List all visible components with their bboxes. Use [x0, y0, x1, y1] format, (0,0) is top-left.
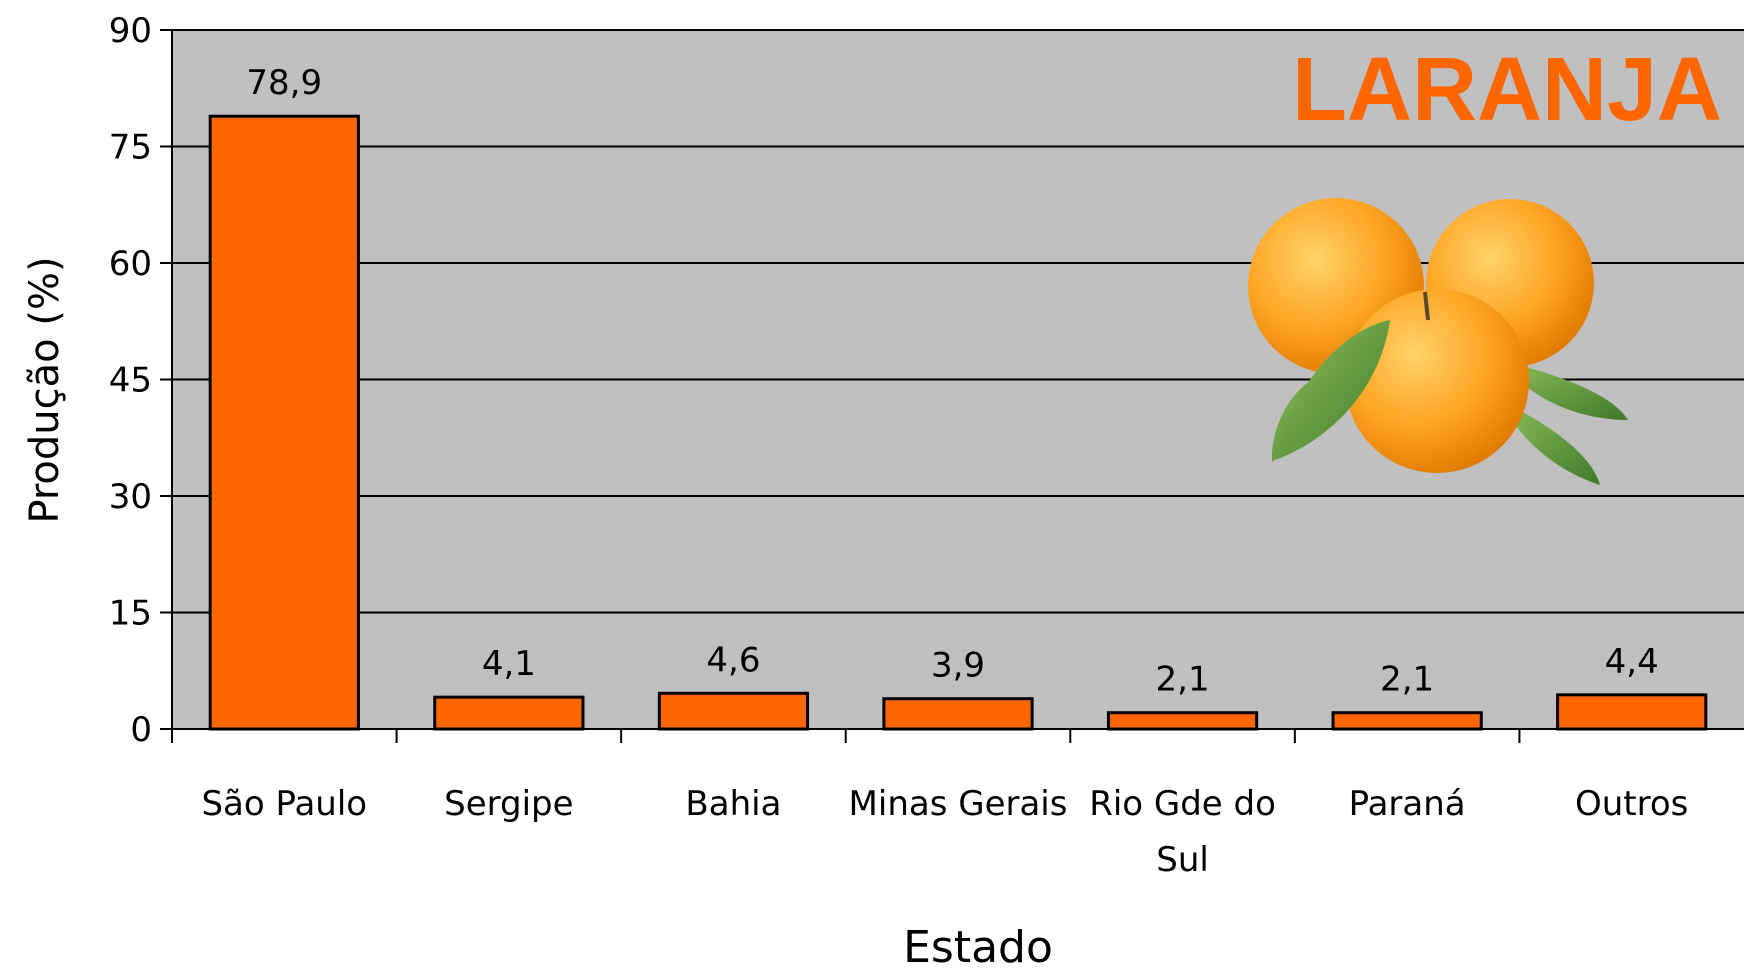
- bar: [659, 693, 807, 729]
- value-label: 78,9: [246, 63, 322, 103]
- y-tick-label: 45: [109, 361, 152, 401]
- bar: [1108, 713, 1256, 729]
- value-label: 2,1: [1156, 660, 1210, 700]
- bar: [210, 116, 358, 729]
- x-tick-label: Rio Gde do Sul: [1071, 776, 1295, 888]
- bar: [1333, 713, 1481, 729]
- x-tick-label: Bahia: [621, 776, 845, 832]
- y-tick-label: 0: [130, 710, 152, 750]
- value-label: 2,1: [1380, 660, 1434, 700]
- y-tick-label: 30: [109, 477, 152, 517]
- y-axis-title: Produção (%): [22, 256, 68, 523]
- y-tick-label: 60: [109, 244, 152, 284]
- x-tick-label: Outros: [1520, 776, 1744, 832]
- y-tick-label: 75: [109, 128, 152, 168]
- value-label: 4,6: [706, 640, 760, 680]
- x-axis-title: Estado: [903, 922, 1053, 968]
- page: 0 15 30 45 60 75 90 LARANJA Produção (%) Estado 78…: [0, 0, 1744, 968]
- x-tick-label: Minas Gerais: [846, 776, 1070, 832]
- y-tick-label: 15: [109, 594, 152, 634]
- y-tick-label: 90: [109, 11, 152, 51]
- x-tick-label: Paraná: [1295, 776, 1519, 832]
- value-label: 3,9: [931, 646, 985, 686]
- bar: [1558, 695, 1706, 729]
- chart-title: LARANJA: [1292, 40, 1722, 140]
- bar: [884, 699, 1032, 729]
- bar: [435, 697, 583, 729]
- x-tick-label: São Paulo: [172, 776, 396, 832]
- value-label: 4,1: [482, 644, 536, 684]
- x-tick-label: Sergipe: [397, 776, 621, 832]
- value-label: 4,4: [1605, 642, 1659, 682]
